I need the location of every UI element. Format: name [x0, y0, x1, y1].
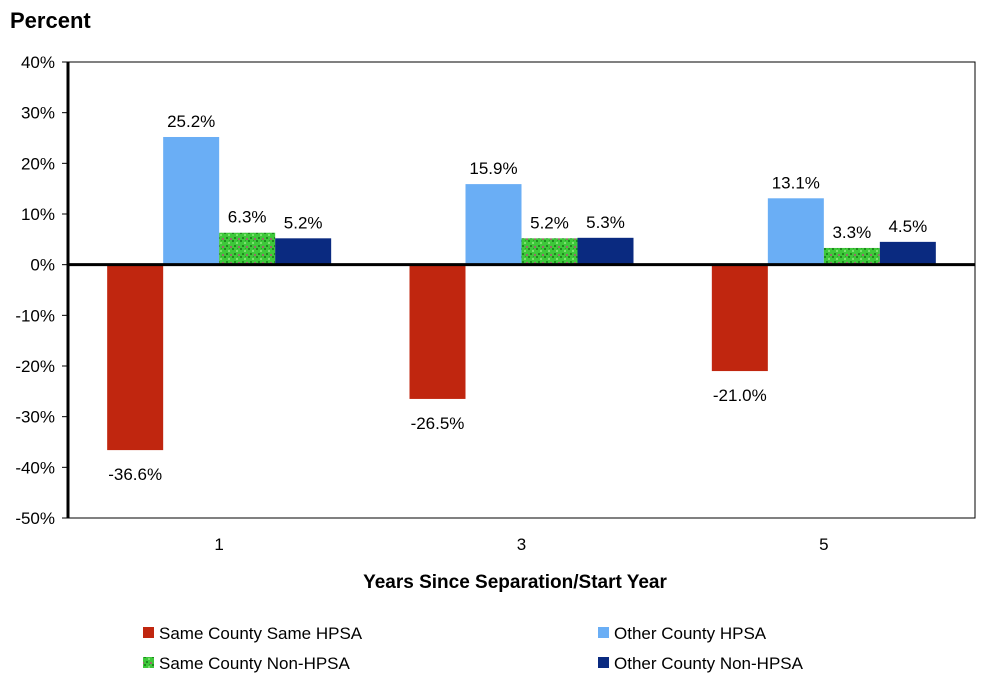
- legend-label: Other County HPSA: [614, 624, 767, 643]
- x-tick-label: 1: [214, 535, 223, 554]
- legend-swatch: [143, 627, 154, 638]
- bar: [879, 241, 936, 265]
- bar: [163, 136, 220, 265]
- bar: [823, 247, 880, 265]
- bar: [409, 264, 466, 399]
- bar: [107, 264, 164, 451]
- legend-swatch: [143, 657, 154, 668]
- bar-data-label: 4.5%: [888, 217, 927, 236]
- x-axis-title: Years Since Separation/Start Year: [363, 572, 667, 593]
- legend-label: Same County Non-HPSA: [159, 654, 351, 673]
- bar-labels: -36.6% 25.2% 6.3% 5.2% -26.5% 15.9% 5.2% 5.3% -2…: [108, 112, 927, 484]
- bar-data-label: 5.3%: [586, 213, 625, 232]
- x-tick-label: 3: [517, 535, 526, 554]
- legend: Same County Same HPSA Other County HPSA Sa…: [143, 624, 804, 673]
- bar-data-label: -36.6%: [108, 465, 162, 484]
- bar: [577, 237, 634, 265]
- y-tick-label: -10%: [15, 306, 55, 325]
- legend-label: Same County Same HPSA: [159, 624, 363, 643]
- bar-data-label: -21.0%: [713, 386, 767, 405]
- bar-data-label: 6.3%: [228, 208, 267, 227]
- bar-data-label: 5.2%: [284, 213, 323, 232]
- bar: [275, 238, 332, 265]
- y-tick-label: 0%: [30, 256, 55, 275]
- bar-data-label: 25.2%: [167, 112, 215, 131]
- legend-swatch: [598, 657, 609, 668]
- bar-data-label: -26.5%: [411, 414, 465, 433]
- bar: [219, 232, 276, 265]
- bar-data-label: 15.9%: [469, 159, 517, 178]
- x-axis: 1 3 5: [214, 535, 828, 554]
- bar: [711, 264, 768, 372]
- legend-swatch: [598, 627, 609, 638]
- y-tick-label: -40%: [15, 458, 55, 477]
- bar-data-label: 3.3%: [832, 223, 871, 242]
- bar: [521, 238, 578, 265]
- bars: [107, 136, 936, 451]
- bar: [767, 198, 824, 265]
- y-tick-label: -30%: [15, 408, 55, 427]
- legend-label: Other County Non-HPSA: [614, 654, 804, 673]
- y-tick-label: 30%: [21, 104, 55, 123]
- y-axis: 40% 30% 20% 10% 0% -10% -20% -30% -40% -50%: [15, 53, 70, 528]
- y-tick-label: 10%: [21, 205, 55, 224]
- bar-data-label: 5.2%: [530, 213, 569, 232]
- bar: [465, 184, 522, 265]
- x-tick-label: 5: [819, 535, 828, 554]
- y-tick-label: 40%: [21, 53, 55, 72]
- y-tick-label: 20%: [21, 154, 55, 173]
- y-tick-label: -50%: [15, 509, 55, 528]
- y-tick-label: -20%: [15, 357, 55, 376]
- bar-data-label: 13.1%: [772, 173, 820, 192]
- chart-title: Percent: [10, 8, 91, 33]
